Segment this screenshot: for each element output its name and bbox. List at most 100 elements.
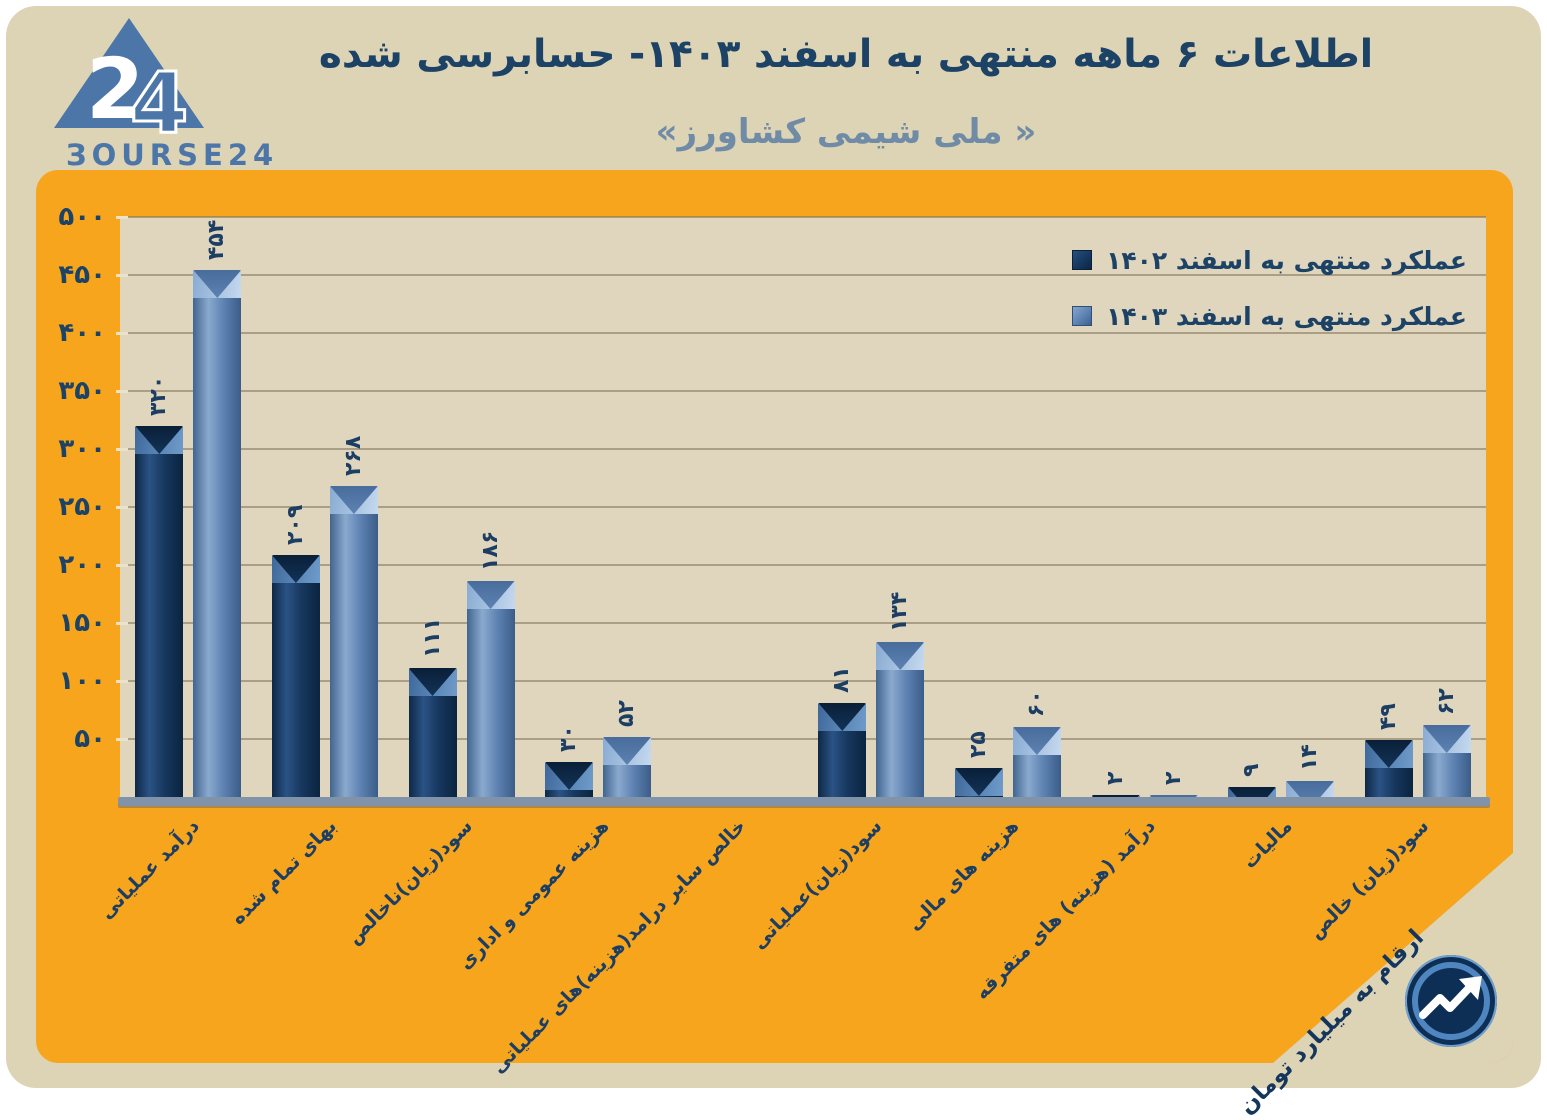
bar-1403-7	[1012, 727, 1061, 797]
bourse24-badge-icon	[1403, 953, 1499, 1053]
bar-top-bevel	[466, 581, 515, 609]
y-tick-mark	[116, 738, 128, 741]
x-axis-baseline	[118, 797, 1490, 806]
bar-top-bevel	[1091, 795, 1140, 797]
bar-top-bevel	[408, 668, 457, 696]
y-axis: ۵۰ ۱۰۰ ۱۵۰ ۲۰۰ ۲۵۰ ۳۰۰ ۳۵۰ ۴۰۰ ۴۵۰ ۵۰۰	[36, 202, 128, 797]
y-tick-label: ۳۰۰	[58, 434, 106, 464]
bar-1403-6	[876, 642, 925, 797]
y-tick-mark	[116, 274, 128, 277]
bar-top-bevel	[1149, 795, 1198, 797]
value-label-1403-8: ۲	[1160, 771, 1186, 785]
gridline	[120, 216, 1486, 218]
bar-top-bevel	[1286, 781, 1335, 797]
value-label-1402-6: ۸۱	[829, 666, 855, 693]
category-label-9: مالیات	[1238, 815, 1297, 873]
bar-1403-1	[193, 270, 242, 797]
bourse24-logo: 2 4 ЗOURSE24	[34, 14, 273, 172]
chart-panel: ۳۲۰ ۴۵۴ ۲۰۹ ۲۶۸ ۱۱۱ ۱۸۶ ۳۰ ۵۲ ۸۱ ۱۳۴ ۲۵ ۶۰ ۲ ۲ ۹ ۱۴ ۴۹ ۶۲…	[36, 170, 1513, 1120]
legend: عملکرد منتهی به اسفند ۱۴۰۲ عملکرد منتهی …	[1072, 232, 1467, 344]
legend-label-1402: عملکرد منتهی به اسفند ۱۴۰۲	[1106, 245, 1467, 275]
bar-1402-3	[408, 668, 457, 797]
legend-item-1403: عملکرد منتهی به اسفند ۱۴۰۳	[1072, 288, 1467, 344]
y-tick-label: ۵۰	[74, 724, 106, 754]
gridline	[120, 680, 1486, 682]
bar-1402-9	[1228, 787, 1277, 797]
bar-top-bevel	[1422, 725, 1471, 753]
gridline	[120, 390, 1486, 392]
y-tick-mark	[116, 216, 128, 219]
value-label-1402-9: ۹	[1239, 763, 1265, 777]
legend-marker-1402-icon	[1072, 250, 1093, 270]
bar-1402-1	[135, 426, 184, 797]
gridline	[120, 448, 1486, 450]
svg-text:4: 4	[130, 54, 188, 152]
bar-1403-3	[466, 581, 515, 797]
bar-1403-4	[603, 737, 652, 797]
bar-1402-8	[1091, 795, 1140, 797]
category-label-10: سود(زیان) خالص	[1304, 815, 1434, 944]
value-label-1402-2: ۲۰۹	[282, 504, 308, 545]
gridline	[120, 506, 1486, 508]
bar-top-bevel	[329, 486, 378, 514]
y-tick-mark	[116, 390, 128, 393]
gridline	[120, 564, 1486, 566]
bar-top-bevel	[954, 768, 1003, 796]
bar-1403-8	[1149, 795, 1198, 797]
y-tick-label: ۳۵۰	[58, 376, 106, 406]
bar-1402-6	[818, 703, 867, 797]
category-label-1: درآمد عملیاتی	[95, 815, 204, 924]
bar-top-bevel	[193, 270, 242, 298]
y-tick-label: ۵۰۰	[58, 202, 106, 232]
category-label-4: هزینه عمومی و اداری	[454, 815, 614, 974]
y-tick-mark	[116, 564, 128, 567]
bourse24-triangle-icon: 2 4	[54, 18, 204, 154]
value-label-1403-6: ۱۳۴	[887, 591, 913, 632]
legend-marker-1403-icon	[1072, 306, 1093, 326]
bar-1402-7	[954, 768, 1003, 797]
chart-title: اطلاعات ۶ ماهه منتهی به اسفند ۱۴۰۳- حساب…	[318, 32, 1374, 77]
bar-1402-4	[545, 762, 594, 797]
y-tick-label: ۴۵۰	[58, 260, 106, 290]
y-tick-label: ۲۰۰	[58, 550, 106, 580]
y-tick-mark	[116, 622, 128, 625]
value-label-1402-4: ۳۰	[556, 725, 582, 752]
value-label-1403-2: ۲۶۸	[340, 435, 366, 476]
value-label-1403-3: ۱۸۶	[477, 530, 503, 571]
y-tick-label: ۲۵۰	[58, 492, 106, 522]
bar-top-bevel	[876, 642, 925, 670]
bar-top-bevel	[1228, 787, 1277, 797]
bar-top-bevel	[1012, 727, 1061, 755]
value-label-1403-7: ۶۰	[1023, 690, 1049, 717]
value-label-1403-9: ۱۴	[1297, 744, 1323, 771]
bar-1403-10	[1422, 725, 1471, 797]
plot-area: ۳۲۰ ۴۵۴ ۲۰۹ ۲۶۸ ۱۱۱ ۱۸۶ ۳۰ ۵۲ ۸۱ ۱۳۴ ۲۵ ۶۰ ۲ ۲ ۹ ۱۴ ۴۹ ۶۲	[120, 216, 1486, 797]
value-label-1402-1: ۳۲۰	[146, 375, 172, 416]
value-label-1402-7: ۲۵	[965, 731, 991, 758]
legend-item-1402: عملکرد منتهی به اسفند ۱۴۰۲	[1072, 232, 1467, 288]
bar-top-bevel	[603, 737, 652, 765]
value-label-1402-3: ۱۱۱	[419, 617, 445, 658]
value-label-1403-4: ۵۲	[614, 700, 640, 727]
category-label-6: سود(زیان)عملیاتی	[748, 815, 887, 954]
bar-top-bevel	[1364, 740, 1413, 768]
company-name: « ملی شیمی کشاورز»	[655, 112, 1037, 152]
value-label-1402-10: ۴۹	[1375, 703, 1401, 730]
category-label-7: هزینه های مالی	[903, 815, 1024, 935]
bar-1403-2	[329, 486, 378, 797]
bar-1402-2	[271, 555, 320, 797]
legend-label-1403: عملکرد منتهی به اسفند ۱۴۰۳	[1106, 301, 1467, 331]
value-label-1403-1: ۴۵۴	[204, 219, 230, 260]
category-label-2: بهای تمام شده	[226, 815, 341, 930]
y-tick-mark	[116, 448, 128, 451]
background-card: 2 4 ЗOURSE24 اطلاعات ۶ ماهه منتهی به اسف…	[6, 6, 1541, 1120]
bourse24-wordmark: ЗOURSE24	[66, 138, 279, 172]
bar-top-bevel	[135, 426, 184, 454]
gridline	[120, 332, 1486, 334]
value-label-1403-10: ۶۲	[1433, 688, 1459, 715]
value-label-1402-8: ۲	[1102, 771, 1128, 785]
y-tick-label: ۱۰۰	[58, 666, 106, 696]
y-tick-mark	[116, 332, 128, 335]
category-label-3: سود(زیان)ناخالص	[343, 815, 478, 949]
bar-top-bevel	[818, 703, 867, 731]
